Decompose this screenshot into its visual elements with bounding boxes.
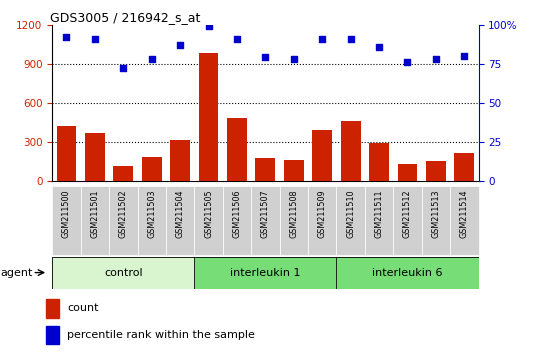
Text: count: count xyxy=(68,303,99,313)
Text: interleukin 1: interleukin 1 xyxy=(230,268,301,278)
Text: GSM211514: GSM211514 xyxy=(460,189,469,238)
Bar xyxy=(57,126,76,181)
Bar xyxy=(194,257,337,289)
Text: GSM211501: GSM211501 xyxy=(90,189,100,238)
Bar xyxy=(166,187,194,255)
Text: control: control xyxy=(104,268,142,278)
Point xyxy=(375,44,383,50)
Point xyxy=(318,36,327,42)
Bar xyxy=(365,187,393,255)
Text: GSM211502: GSM211502 xyxy=(119,189,128,238)
Text: GDS3005 / 216942_s_at: GDS3005 / 216942_s_at xyxy=(50,11,201,24)
Point xyxy=(346,36,355,42)
Bar xyxy=(284,160,304,181)
Bar xyxy=(170,139,190,181)
Text: agent: agent xyxy=(0,268,32,278)
Bar xyxy=(194,187,223,255)
Bar xyxy=(46,299,59,318)
Bar xyxy=(340,121,361,181)
Point xyxy=(261,55,270,60)
Point xyxy=(289,56,298,62)
Point xyxy=(204,23,213,29)
Point xyxy=(62,34,71,40)
Bar xyxy=(46,326,59,344)
Text: GSM211500: GSM211500 xyxy=(62,189,71,238)
Point xyxy=(233,36,241,42)
Text: GSM211505: GSM211505 xyxy=(204,189,213,238)
Bar xyxy=(279,187,308,255)
Bar xyxy=(308,187,337,255)
Text: GSM211513: GSM211513 xyxy=(431,189,441,238)
Text: percentile rank within the sample: percentile rank within the sample xyxy=(68,330,255,340)
Bar xyxy=(81,187,109,255)
Text: GSM211503: GSM211503 xyxy=(147,189,156,238)
Bar xyxy=(337,257,478,289)
Point xyxy=(403,59,412,65)
Bar xyxy=(454,153,474,181)
Bar xyxy=(422,187,450,255)
Bar xyxy=(255,159,276,181)
Point xyxy=(119,65,128,71)
Bar xyxy=(113,166,133,181)
Point xyxy=(90,36,99,42)
Bar xyxy=(223,187,251,255)
Text: interleukin 6: interleukin 6 xyxy=(372,268,443,278)
Bar xyxy=(52,257,194,289)
Bar xyxy=(227,118,247,181)
Point xyxy=(147,56,156,62)
Bar xyxy=(138,187,166,255)
Bar xyxy=(312,130,332,181)
Bar xyxy=(199,53,218,181)
Text: GSM211509: GSM211509 xyxy=(318,189,327,238)
Text: GSM211506: GSM211506 xyxy=(233,189,241,238)
Bar xyxy=(251,187,279,255)
Bar xyxy=(52,187,81,255)
Text: GSM211504: GSM211504 xyxy=(175,189,185,238)
Bar xyxy=(85,132,105,181)
Bar xyxy=(337,187,365,255)
Text: GSM211510: GSM211510 xyxy=(346,189,355,238)
Text: GSM211512: GSM211512 xyxy=(403,189,412,238)
Text: GSM211511: GSM211511 xyxy=(375,189,383,238)
Bar xyxy=(450,187,478,255)
Bar xyxy=(109,187,138,255)
Bar xyxy=(426,161,446,181)
Bar xyxy=(369,143,389,181)
Text: GSM211507: GSM211507 xyxy=(261,189,270,238)
Point xyxy=(431,56,440,62)
Bar xyxy=(393,187,422,255)
Bar xyxy=(142,156,162,181)
Bar xyxy=(398,164,417,181)
Point xyxy=(176,42,185,48)
Text: GSM211508: GSM211508 xyxy=(289,189,298,238)
Point xyxy=(460,53,469,59)
